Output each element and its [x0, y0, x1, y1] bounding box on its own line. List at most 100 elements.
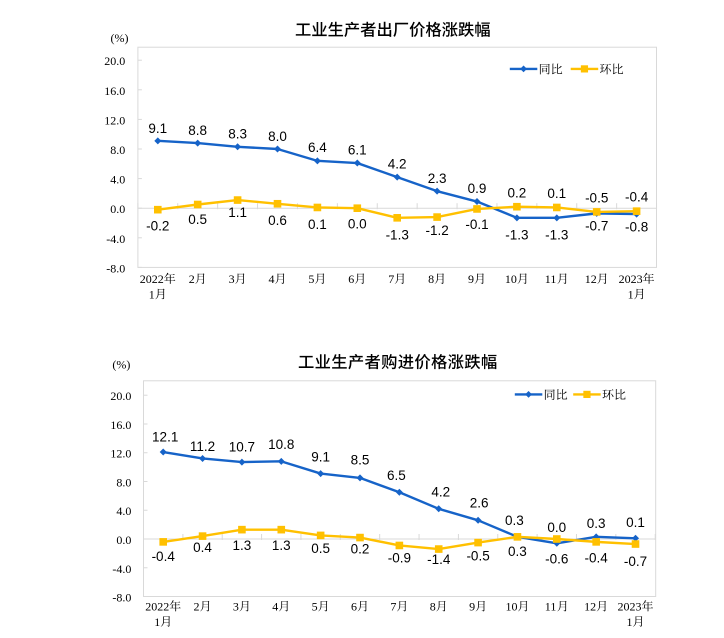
svg-text:6: 6: [351, 600, 357, 614]
svg-text:-0.2: -0.2: [146, 218, 169, 233]
svg-text:3: 3: [233, 600, 239, 614]
svg-text:-1.3: -1.3: [386, 228, 409, 243]
svg-text:3: 3: [229, 272, 235, 286]
svg-text:8.0: 8.0: [110, 143, 125, 157]
svg-text:-1.3: -1.3: [505, 228, 528, 243]
svg-text:7: 7: [388, 272, 394, 286]
svg-text:0.4: 0.4: [193, 540, 212, 555]
svg-text:(%): (%): [112, 358, 130, 372]
svg-text:2.3: 2.3: [428, 171, 447, 186]
svg-text:12.0: 12.0: [104, 113, 125, 127]
svg-text:16.0: 16.0: [104, 84, 125, 98]
svg-text:8: 8: [430, 600, 436, 614]
svg-text:8.5: 8.5: [351, 452, 370, 467]
svg-text:-8.0: -8.0: [112, 591, 131, 605]
svg-text:-0.1: -0.1: [465, 217, 488, 232]
svg-text:9: 9: [469, 600, 475, 614]
svg-text:4: 4: [272, 600, 278, 614]
svg-text:20.0: 20.0: [104, 54, 125, 68]
svg-text:1.3: 1.3: [233, 538, 252, 553]
svg-text:16.0: 16.0: [110, 418, 131, 432]
svg-text:-0.6: -0.6: [545, 552, 568, 567]
svg-text:-0.4: -0.4: [625, 190, 649, 205]
svg-text:0.1: 0.1: [626, 515, 645, 530]
svg-text:4.0: 4.0: [116, 504, 131, 518]
svg-text:9.1: 9.1: [311, 449, 330, 464]
svg-text:0.6: 0.6: [268, 213, 287, 228]
svg-text:2023: 2023: [618, 600, 642, 614]
svg-text:0.3: 0.3: [508, 544, 527, 559]
svg-text:20.0: 20.0: [110, 389, 131, 403]
svg-text:5: 5: [308, 272, 314, 286]
svg-text:-4.0: -4.0: [112, 562, 131, 576]
svg-text:(%): (%): [111, 31, 129, 45]
svg-text:2: 2: [189, 272, 195, 286]
svg-text:-1.3: -1.3: [545, 228, 568, 243]
svg-text:1: 1: [149, 287, 155, 301]
svg-text:2023: 2023: [619, 272, 643, 286]
svg-text:7: 7: [390, 600, 396, 614]
svg-text:11.2: 11.2: [190, 439, 215, 454]
svg-text:-1.4: -1.4: [427, 552, 451, 567]
svg-text:-0.5: -0.5: [466, 548, 489, 563]
svg-text:-0.7: -0.7: [585, 219, 608, 234]
svg-text:1.1: 1.1: [228, 205, 247, 220]
svg-text:-0.8: -0.8: [625, 219, 648, 234]
svg-text:0.3: 0.3: [505, 513, 524, 528]
svg-text:0.5: 0.5: [188, 212, 207, 227]
svg-text:12.0: 12.0: [110, 447, 131, 461]
svg-text:6.4: 6.4: [308, 140, 327, 155]
svg-text:0.0: 0.0: [116, 533, 131, 547]
svg-text:0.1: 0.1: [308, 217, 327, 232]
svg-text:1.3: 1.3: [272, 538, 291, 553]
svg-text:5: 5: [312, 600, 318, 614]
svg-text:10.7: 10.7: [229, 440, 255, 455]
svg-text:-0.4: -0.4: [152, 549, 176, 564]
svg-text:-0.7: -0.7: [624, 554, 647, 569]
svg-text:4.2: 4.2: [388, 157, 407, 172]
svg-text:12: 12: [585, 272, 597, 286]
svg-text:6: 6: [348, 272, 354, 286]
svg-text:0.0: 0.0: [110, 202, 125, 216]
svg-text:0.0: 0.0: [348, 216, 367, 231]
svg-text:2022: 2022: [145, 600, 169, 614]
svg-text:8.3: 8.3: [228, 127, 247, 142]
svg-text:1: 1: [154, 615, 160, 629]
svg-text:8: 8: [428, 272, 434, 286]
svg-text:-0.9: -0.9: [388, 551, 411, 566]
svg-text:6.5: 6.5: [387, 468, 406, 483]
svg-text:9: 9: [468, 272, 474, 286]
svg-text:0.5: 0.5: [311, 541, 330, 556]
svg-text:12.1: 12.1: [152, 429, 178, 444]
svg-text:2: 2: [194, 600, 200, 614]
svg-text:1: 1: [628, 287, 634, 301]
svg-text:0.2: 0.2: [351, 542, 370, 557]
svg-text:-8.0: -8.0: [106, 261, 125, 275]
svg-text:-4.0: -4.0: [106, 232, 125, 246]
svg-text:-0.4: -0.4: [585, 550, 609, 565]
svg-text:6.1: 6.1: [348, 142, 367, 157]
svg-text:10: 10: [505, 272, 517, 286]
svg-text:11: 11: [545, 272, 557, 286]
svg-text:10: 10: [505, 600, 517, 614]
svg-text:2022: 2022: [140, 272, 164, 286]
svg-text:0.3: 0.3: [587, 516, 606, 531]
svg-text:2.6: 2.6: [470, 496, 489, 511]
svg-text:-0.5: -0.5: [585, 190, 608, 205]
svg-text:4.0: 4.0: [110, 173, 125, 187]
svg-text:4.2: 4.2: [431, 484, 450, 499]
svg-text:0.9: 0.9: [468, 181, 487, 196]
svg-text:0.1: 0.1: [547, 186, 566, 201]
svg-text:10.8: 10.8: [268, 437, 294, 452]
svg-text:1: 1: [627, 615, 633, 629]
svg-text:8.8: 8.8: [188, 123, 207, 138]
svg-text:11: 11: [545, 600, 557, 614]
svg-text:8.0: 8.0: [116, 475, 131, 489]
svg-text:8.0: 8.0: [268, 129, 287, 144]
svg-text:0.0: 0.0: [547, 520, 566, 535]
svg-text:4: 4: [269, 272, 275, 286]
svg-text:12: 12: [584, 600, 596, 614]
svg-text:9.1: 9.1: [148, 121, 167, 136]
svg-text:-1.2: -1.2: [425, 223, 448, 238]
svg-text:0.2: 0.2: [508, 185, 527, 200]
